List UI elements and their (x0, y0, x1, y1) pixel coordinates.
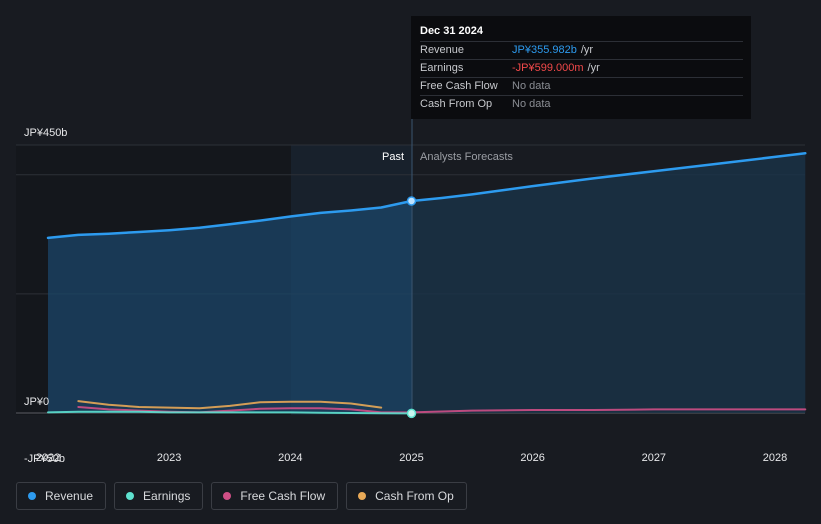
forecast-label: Analysts Forecasts (420, 151, 513, 163)
legend-item-cash-from-op[interactable]: Cash From Op (346, 482, 467, 510)
x-tick-label: 2023 (157, 452, 181, 464)
earnings-marker (406, 408, 417, 419)
highlight-markers (406, 196, 417, 419)
tooltip: Dec 31 2024 Revenue JP¥355.982b /yr Earn… (411, 16, 751, 119)
tooltip-label: Cash From Op (420, 98, 493, 110)
y-tick-label: JP¥450b (24, 127, 67, 139)
series-line-revenue (46, 152, 807, 240)
revenue-area-past (48, 201, 412, 413)
legend-item-free-cash-flow[interactable]: Free Cash Flow (211, 482, 339, 510)
cash-from-op-dot-icon (358, 492, 367, 500)
legend: Revenue Earnings Free Cash Flow Cash Fro… (16, 482, 467, 510)
x-tick-label: 2027 (642, 452, 666, 464)
free-cash-flow-dot-icon (223, 492, 232, 500)
revenue-dot-icon (28, 492, 36, 500)
tooltip-row-earnings: Earnings -JP¥599.000m /yr (420, 59, 743, 77)
revenue-area (48, 153, 806, 414)
legend-item-revenue[interactable]: Revenue (16, 482, 107, 510)
tooltip-value: -JP¥599.000m (512, 62, 584, 74)
x-tick-label: 2022 (36, 452, 60, 464)
x-tick-label: 2028 (763, 452, 787, 464)
legend-label: Free Cash Flow (240, 489, 326, 503)
revenue-area-forecast (411, 153, 806, 414)
series-line-cash-from-op (77, 400, 383, 410)
y-tick-label: -JP¥50b (24, 453, 65, 465)
tooltip-unit: /yr (580, 44, 594, 56)
earnings-dot-icon (126, 492, 135, 500)
series-line-earnings (47, 410, 413, 415)
tooltip-label: Revenue (420, 44, 465, 56)
tooltip-row-revenue: Revenue JP¥355.982b /yr (420, 41, 743, 59)
tooltip-unit: /yr (587, 62, 600, 74)
tooltip-value: No data (512, 98, 551, 110)
x-tick-label: 2026 (520, 452, 544, 464)
tooltip-value: No data (512, 80, 551, 92)
legend-item-earnings[interactable]: Earnings (114, 482, 204, 510)
x-axis-labels: 2022 2023 2024 2025 2026 2027 2028 (36, 452, 787, 464)
tooltip-row-free-cash-flow: Free Cash Flow No data (420, 77, 743, 95)
tooltip-date: Dec 31 2024 (420, 25, 483, 37)
x-tick-label: 2024 (278, 452, 302, 464)
tooltip-value: JP¥355.982b (512, 44, 577, 56)
tooltip-label: Earnings (420, 62, 464, 74)
revenue-marker (406, 196, 417, 206)
y-axis-labels: JP¥450b JP¥0 -JP¥50b (24, 127, 67, 465)
y-tick-label: JP¥0 (24, 396, 49, 408)
legend-label: Cash From Op (375, 489, 454, 503)
tooltip-row-cash-from-op: Cash From Op No data (420, 95, 743, 113)
past-label: Past (382, 151, 404, 163)
tooltip-label: Free Cash Flow (420, 80, 498, 92)
x-tick-label: 2025 (399, 452, 423, 464)
series-lines (46, 152, 807, 415)
legend-label: Revenue (45, 489, 94, 503)
legend-label: Earnings (143, 489, 191, 503)
